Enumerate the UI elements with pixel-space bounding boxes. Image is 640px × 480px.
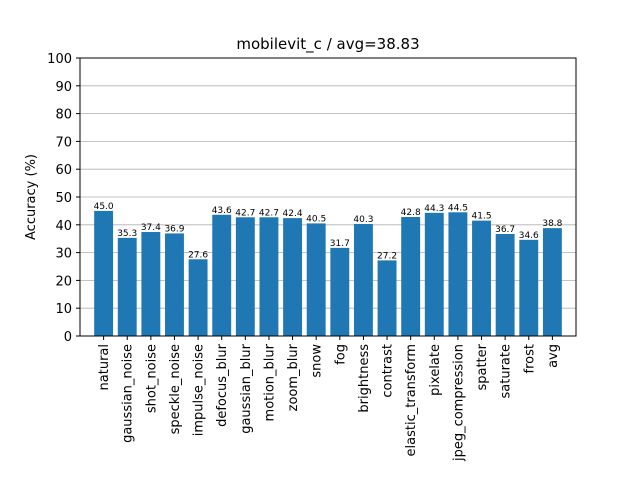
bar-value-label: 41.5: [472, 212, 492, 222]
x-tick-label: snow: [310, 344, 325, 378]
x-tick-label: natural: [97, 344, 112, 390]
y-tick-label: 90: [55, 80, 72, 95]
x-tick-label: zoom_blur: [286, 343, 301, 411]
bar-impulse_noise: [188, 259, 208, 336]
bar-frost: [519, 239, 539, 336]
bar-value-label: 38.8: [542, 219, 562, 229]
y-axis: 0 10 20 30 40 50 60 70 80 90 100: [47, 52, 80, 345]
bar-value-label: 37.4: [141, 223, 161, 233]
x-tick-label: motion_blur: [262, 343, 277, 421]
y-tick-label: 40: [55, 219, 72, 234]
bar-value-labels: 45.035.337.4 36.927.643.6 42.7 42.7 42.440.5…: [94, 202, 563, 261]
bar-jpeg_compression: [448, 212, 468, 336]
bar-snow: [306, 223, 326, 336]
bar-value-label: 34.6: [519, 231, 539, 241]
bar-value-label: 42.8: [401, 208, 421, 218]
x-tick-label: saturate: [499, 344, 514, 398]
bar-value-label: 42.7: [259, 208, 279, 218]
bar-value-label: 44.3: [424, 204, 444, 214]
bar-value-label: 27.2: [377, 251, 397, 261]
x-tick-label: frost: [522, 344, 537, 373]
x-tick-label: shot_noise: [144, 344, 159, 413]
bar-pixelate: [424, 212, 444, 336]
bar-value-label: 44.5: [448, 203, 468, 213]
bar-value-label: 40.3: [353, 215, 373, 225]
bar-natural: [94, 210, 114, 336]
y-tick-label: 50: [55, 191, 72, 206]
bar-value-label: 35.3: [117, 229, 137, 239]
bar-value-label: 40.5: [306, 214, 326, 224]
bar-value-label: 27.6: [188, 250, 208, 260]
x-tick-label: elastic_transform: [404, 344, 419, 456]
bar-fog: [330, 247, 350, 336]
y-tick-label: 10: [55, 302, 72, 317]
bar-value-label: 42.4: [283, 209, 303, 219]
x-tick-label: pixelate: [428, 344, 443, 396]
y-tick-label: 70: [55, 135, 72, 150]
bar-gaussian_blur: [235, 217, 255, 336]
bars: [94, 210, 562, 336]
y-tick-label: 80: [55, 108, 72, 123]
bar-value-label: 31.7: [330, 239, 350, 249]
x-tick-label: contrast: [381, 344, 396, 398]
bar-brightness: [353, 223, 373, 336]
y-tick-label: 100: [47, 52, 72, 67]
bar-avg: [542, 228, 562, 336]
bar-value-label: 43.6: [212, 206, 232, 216]
y-tick-label: 0: [64, 330, 72, 345]
bar-gaussian_noise: [117, 237, 137, 336]
x-tick-label: impulse_noise: [192, 344, 207, 436]
bar-value-label: 45.0: [94, 202, 114, 212]
x-tick-label: fog: [333, 344, 348, 365]
y-tick-label: 30: [55, 247, 72, 262]
bar-value-label: 36.9: [164, 224, 184, 234]
bar-motion_blur: [259, 217, 279, 336]
x-tick-label: gaussian_blur: [239, 343, 254, 433]
bar-defocus_blur: [212, 214, 232, 336]
x-tick-label: jpeg_compression: [451, 344, 466, 462]
x-tick-label: spatter: [475, 343, 490, 390]
x-tick-label: gaussian_noise: [121, 344, 136, 443]
x-tick-label: defocus_blur: [215, 343, 230, 427]
bar-elastic_transform: [401, 217, 421, 336]
y-tick-label: 60: [55, 163, 72, 178]
bar-zoom_blur: [283, 218, 303, 336]
bar-speckle_noise: [165, 233, 184, 336]
bar-spatter: [472, 220, 491, 336]
bar-shot_noise: [141, 232, 161, 336]
x-axis: natural gaussian_noise shot_noise speckle_n…: [97, 336, 561, 462]
y-axis-label: Accuracy (%): [24, 154, 39, 240]
x-tick-label: avg: [546, 344, 561, 368]
bar-saturate: [495, 233, 515, 336]
x-tick-label: speckle_noise: [168, 344, 183, 434]
x-tick-label: brightness: [357, 344, 372, 413]
bar-value-label: 42.7: [235, 208, 255, 218]
bar-contrast: [377, 260, 397, 336]
chart-title: mobilevit_c / avg=38.83: [236, 35, 419, 54]
bar-value-label: 36.7: [495, 225, 515, 235]
y-tick-label: 20: [55, 274, 72, 289]
